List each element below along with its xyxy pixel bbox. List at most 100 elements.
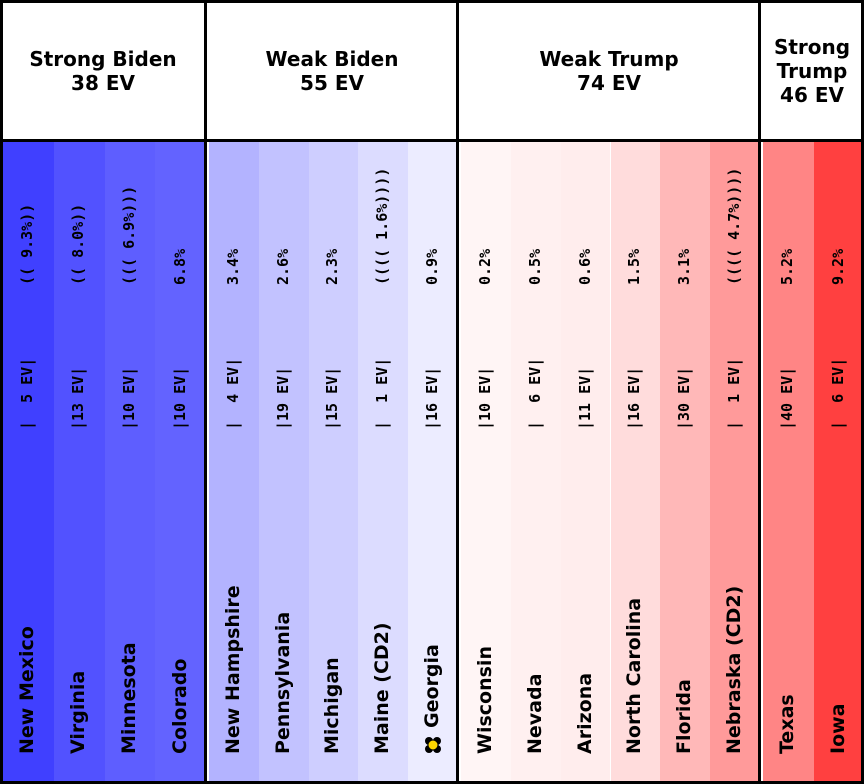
state-name: Michigan: [321, 657, 343, 754]
state-column: Maine (CD2) | 1 EV| (((( 1.6%)))): [358, 141, 409, 784]
state-ev: |10 EV|: [119, 366, 138, 430]
state-margin: (((( 1.6%)))): [373, 167, 392, 285]
state-name: Wisconsin: [474, 646, 496, 754]
state-name: New Hampshire: [222, 585, 244, 754]
group-header: Weak Biden 55 EV: [206, 0, 458, 141]
state-margin: 6.8%: [170, 248, 189, 285]
state-name-text: North Carolina: [623, 597, 646, 754]
state-column: Nebraska (CD2) | 1 EV| (((( 4.7%)))): [710, 141, 760, 784]
state-column: New Hampshire | 4 EV| 3.4%: [209, 141, 259, 784]
state-margin: (( 9.3%)): [18, 203, 37, 285]
state-column: Pennsylvania |19 EV| 2.6%: [258, 141, 309, 784]
group-weak-trump: Weak Trump 74 EV Wisconsin |10 EV| 0.2% Nevad…: [458, 0, 760, 784]
state-ev: |10 EV|: [475, 366, 494, 430]
state-ev: |40 EV|: [778, 366, 797, 430]
state-name: Minnesota: [118, 642, 140, 754]
state-margin: 1.5%: [625, 248, 644, 285]
state-name-text: Georgia: [421, 644, 444, 728]
state-name-text: New Hampshire: [221, 585, 244, 754]
state-margin: 3.4%: [223, 248, 242, 285]
state-margin: 2.3%: [323, 248, 342, 285]
group-divider: [861, 0, 864, 784]
state-name-text: Florida: [673, 679, 696, 754]
group-strong-trump: Strong Trump 46 EV Texas |40 EV| 5.2% Iowa | 6…: [760, 0, 864, 784]
state-name-text: Colorado: [168, 658, 191, 754]
state-name: North Carolina: [623, 598, 645, 754]
state-margin: 0.5%: [525, 248, 544, 285]
group-ev-total: 55 EV: [300, 70, 364, 95]
state-ev: |10 EV|: [170, 366, 189, 430]
group-ev-total: 38 EV: [71, 70, 135, 95]
state-name-text: Pennsylvania: [271, 611, 294, 754]
group-title: Strong Trump: [773, 34, 851, 83]
group-title: Weak Trump: [539, 46, 679, 71]
state-margin: 3.1%: [675, 248, 694, 285]
state-ev: |11 EV|: [575, 366, 594, 430]
group-weak-biden: Weak Biden 55 EV New Hampshire | 4 EV| 3.4% P…: [206, 0, 458, 784]
state-name: Georgia: [421, 644, 443, 754]
state-name-text: New Mexico: [16, 626, 39, 754]
state-column: Texas |40 EV| 5.2%: [763, 141, 814, 784]
group-ev-total: 46 EV: [780, 82, 844, 107]
state-ev: |16 EV|: [423, 366, 442, 430]
state-column: Michigan |15 EV| 2.3%: [308, 141, 359, 784]
state-ev: |19 EV|: [273, 366, 292, 430]
state-name-text: Texas: [776, 694, 799, 754]
state-ev: |15 EV|: [323, 366, 342, 430]
group-title: Strong Biden: [29, 46, 177, 71]
state-margin: ((( 6.9%))): [119, 185, 138, 285]
state-name: Nebraska (CD2): [723, 586, 745, 754]
state-ev: |30 EV|: [675, 366, 694, 430]
state-margin: 2.6%: [273, 248, 292, 285]
state-column: Minnesota |10 EV| ((( 6.9%))): [104, 141, 156, 784]
state-ev: | 6 EV|: [828, 357, 847, 430]
state-ev: | 6 EV|: [525, 357, 544, 430]
state-name: Colorado: [169, 659, 191, 754]
state-name: New Mexico: [16, 626, 38, 754]
state-column: Georgia |16 EV| 0.9%: [408, 141, 458, 784]
state-ev: | 1 EV|: [373, 357, 392, 430]
state-name: Virginia: [67, 671, 89, 754]
state-name: Pennsylvania: [272, 612, 294, 754]
state-column: Wisconsin |10 EV| 0.2%: [461, 141, 511, 784]
state-name-text: Maine (CD2): [371, 622, 394, 754]
state-column: Colorado |10 EV| 6.8%: [155, 141, 206, 784]
state-margin: 5.2%: [778, 248, 797, 285]
state-name-text: Wisconsin: [473, 646, 496, 754]
state-name: Texas: [776, 694, 798, 754]
state-margin: (( 8.0%)): [69, 203, 88, 285]
state-ev: |13 EV|: [69, 366, 88, 430]
state-column: Iowa | 6 EV| 9.2%: [813, 141, 864, 784]
group-ev-total: 74 EV: [577, 70, 641, 95]
horizontal-rule: [0, 139, 864, 142]
state-name: Iowa: [827, 704, 849, 755]
state-column: Virginia |13 EV| (( 8.0%)): [53, 141, 105, 784]
group-strong-biden: Strong Biden 38 EV New Mexico | 5 EV| (( 9.3…: [0, 0, 206, 784]
state-margin: 0.9%: [423, 248, 442, 285]
state-column: North Carolina |16 EV| 1.5%: [610, 141, 661, 784]
state-ev: | 1 EV|: [725, 357, 744, 430]
state-margin: 9.2%: [828, 248, 847, 285]
state-ev: |16 EV|: [625, 366, 644, 430]
state-column: Florida |30 EV| 3.1%: [660, 141, 711, 784]
state-name-text: Nebraska (CD2): [723, 585, 746, 754]
state-name-text: Arizona: [573, 672, 596, 754]
state-ev: | 4 EV|: [223, 357, 242, 430]
state-name: Nevada: [524, 674, 546, 754]
group-header: Strong Biden 38 EV: [0, 0, 206, 141]
state-column: Nevada | 6 EV| 0.5%: [510, 141, 561, 784]
state-column: New Mexico | 5 EV| (( 9.3%)): [3, 141, 54, 784]
group-divider: [204, 0, 207, 784]
state-ev: | 5 EV|: [18, 357, 37, 430]
group-divider: [0, 0, 3, 784]
horizontal-rule: [0, 0, 864, 3]
state-name-text: Minnesota: [117, 642, 140, 754]
state-name: Arizona: [574, 673, 596, 754]
state-name: Florida: [673, 679, 695, 754]
state-margin: (((( 4.7%)))): [725, 167, 744, 285]
state-column: Arizona |11 EV| 0.6%: [560, 141, 611, 784]
group-header: Strong Trump 46 EV: [760, 0, 864, 141]
state-margin: 0.6%: [575, 248, 594, 285]
group-divider: [456, 0, 459, 784]
horizontal-rule: [0, 781, 864, 784]
